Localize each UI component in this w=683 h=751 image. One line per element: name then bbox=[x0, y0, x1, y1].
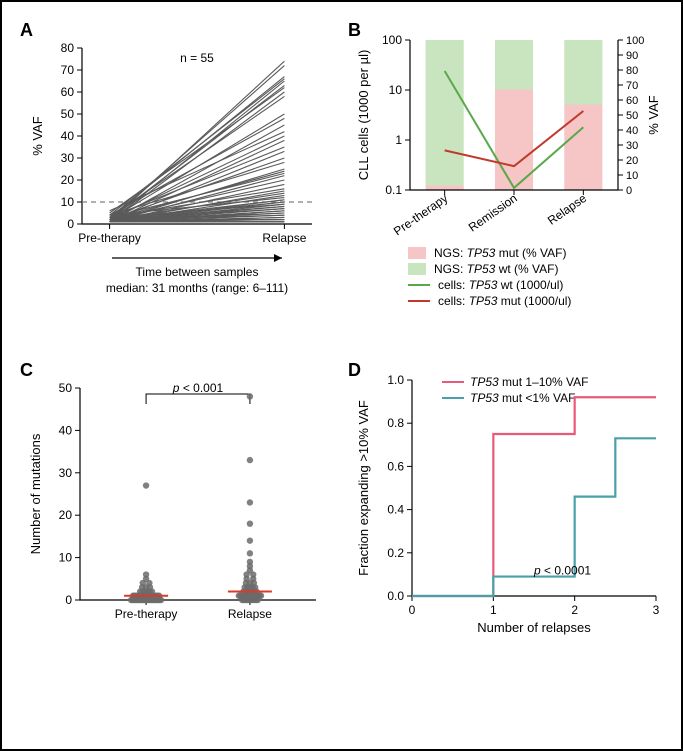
svg-text:50: 50 bbox=[61, 107, 75, 121]
svg-text:Pre-therapy: Pre-therapy bbox=[115, 607, 178, 621]
svg-text:CLL cells (1000 per µl): CLL cells (1000 per µl) bbox=[356, 50, 371, 181]
svg-text:60: 60 bbox=[626, 95, 638, 107]
svg-text:20: 20 bbox=[626, 155, 638, 167]
svg-text:Pre-therapy: Pre-therapy bbox=[391, 191, 450, 238]
svg-text:40: 40 bbox=[59, 423, 73, 437]
panel-b: B 0.1 1 10 100 CLL cells (1000 per µl) 0 10 20 3… bbox=[348, 20, 668, 352]
svg-text:Relapse: Relapse bbox=[545, 191, 589, 228]
svg-text:0: 0 bbox=[65, 593, 72, 607]
svg-text:Relapse: Relapse bbox=[228, 607, 272, 621]
svg-text:50: 50 bbox=[626, 110, 638, 122]
svg-text:70: 70 bbox=[626, 80, 638, 92]
svg-text:Remission: Remission bbox=[466, 191, 520, 235]
panel-b-chart: 0.1 1 10 100 CLL cells (1000 per µl) 0 10 20 30 4… bbox=[348, 20, 668, 240]
svg-text:60: 60 bbox=[61, 85, 75, 99]
svg-text:1.0: 1.0 bbox=[387, 373, 404, 387]
svg-text:median: 31 months (range: 6–11: median: 31 months (range: 6–111) bbox=[106, 281, 288, 295]
svg-text:0: 0 bbox=[409, 603, 416, 617]
svg-text:90: 90 bbox=[626, 50, 638, 62]
panel-a: A 0 10 20 30 40 50 60 70 80 % VAF Pre-therapy Relap… bbox=[20, 20, 330, 352]
svg-text:TP53 mut 1–10% VAF: TP53 mut 1–10% VAF bbox=[470, 375, 589, 389]
svg-text:TP53 mut <1% VAF: TP53 mut <1% VAF bbox=[470, 391, 576, 405]
svg-text:30: 30 bbox=[61, 151, 75, 165]
svg-text:30: 30 bbox=[59, 465, 73, 479]
svg-text:50: 50 bbox=[59, 381, 73, 395]
svg-text:100: 100 bbox=[382, 33, 402, 47]
svg-text:0.1: 0.1 bbox=[385, 183, 402, 197]
svg-text:n = 55: n = 55 bbox=[180, 51, 214, 65]
svg-text:p < 0.0001: p < 0.0001 bbox=[533, 563, 591, 577]
svg-text:80: 80 bbox=[626, 65, 638, 77]
legend-item: cells: TP53 mut (1000/ul) bbox=[408, 294, 668, 308]
svg-text:2: 2 bbox=[571, 603, 578, 617]
panel-b-label: B bbox=[348, 20, 361, 41]
svg-text:10: 10 bbox=[61, 195, 75, 209]
svg-text:20: 20 bbox=[61, 173, 75, 187]
svg-text:1: 1 bbox=[395, 133, 402, 147]
svg-text:100: 100 bbox=[626, 35, 644, 47]
svg-text:% VAF: % VAF bbox=[30, 116, 45, 156]
figure-frame: A 01020304050607080% VAFPre-therapyRelap… bbox=[0, 0, 683, 751]
svg-text:10: 10 bbox=[59, 550, 73, 564]
svg-text:Pre-therapy: Pre-therapy bbox=[78, 231, 141, 245]
svg-text:Time between samples: Time between samples bbox=[136, 265, 259, 279]
svg-text:p < 0.001: p < 0.001 bbox=[172, 381, 224, 395]
panel-c-label: C bbox=[20, 360, 33, 381]
panel-d-chart: TP53 mut 1–10% VAF TP53 mut <1% VAF 0.0 0.2… bbox=[348, 360, 668, 640]
svg-text:0.6: 0.6 bbox=[387, 459, 404, 473]
legend-item: NGS: TP53 mut (% VAF) bbox=[408, 246, 668, 260]
panel-a-label: A bbox=[20, 20, 33, 41]
panel-d: D TP53 mut 1–10% VAF TP53 mut <1% VAF 0.0 0… bbox=[348, 360, 668, 682]
svg-text:10: 10 bbox=[626, 170, 638, 182]
svg-text:30: 30 bbox=[626, 140, 638, 152]
svg-text:10: 10 bbox=[389, 83, 403, 97]
svg-text:0.8: 0.8 bbox=[387, 416, 404, 430]
svg-text:0.2: 0.2 bbox=[387, 545, 404, 559]
svg-text:40: 40 bbox=[61, 129, 75, 143]
svg-text:Fraction expanding >10% VAF: Fraction expanding >10% VAF bbox=[356, 400, 371, 576]
legend-item: NGS: TP53 wt (% VAF) bbox=[408, 262, 668, 276]
legend-item: cells: TP53 wt (1000/ul) bbox=[408, 278, 668, 292]
svg-text:Number of mutations: Number of mutations bbox=[28, 433, 43, 554]
svg-text:40: 40 bbox=[626, 125, 638, 137]
panel-a-chart: 0 10 20 30 40 50 60 70 80 % VAF Pre-therapy Relapse… bbox=[20, 20, 330, 310]
svg-text:% VAF: % VAF bbox=[646, 95, 661, 135]
svg-text:20: 20 bbox=[59, 508, 73, 522]
svg-text:0.4: 0.4 bbox=[387, 502, 404, 516]
figure-grid: A 01020304050607080% VAFPre-therapyRelap… bbox=[20, 20, 663, 731]
svg-text:Relapse: Relapse bbox=[262, 231, 306, 245]
svg-text:1: 1 bbox=[490, 603, 497, 617]
svg-text:70: 70 bbox=[61, 63, 75, 77]
svg-text:3: 3 bbox=[653, 603, 660, 617]
svg-text:80: 80 bbox=[61, 41, 75, 55]
panel-c-chart: 0 10 20 30 40 50 Number of mutations Pre-therap… bbox=[20, 360, 330, 640]
svg-text:0: 0 bbox=[626, 185, 632, 197]
panel-b-legend: NGS: TP53 mut (% VAF) NGS: TP53 wt (% VAF… bbox=[408, 246, 668, 308]
panel-c: C 0 10 20 30 40 50 Number of mutations Pre-ther… bbox=[20, 360, 330, 682]
svg-text:0: 0 bbox=[67, 217, 74, 231]
panel-d-label: D bbox=[348, 360, 361, 381]
svg-text:0.0: 0.0 bbox=[387, 589, 404, 603]
svg-text:Number of relapses: Number of relapses bbox=[477, 620, 591, 635]
